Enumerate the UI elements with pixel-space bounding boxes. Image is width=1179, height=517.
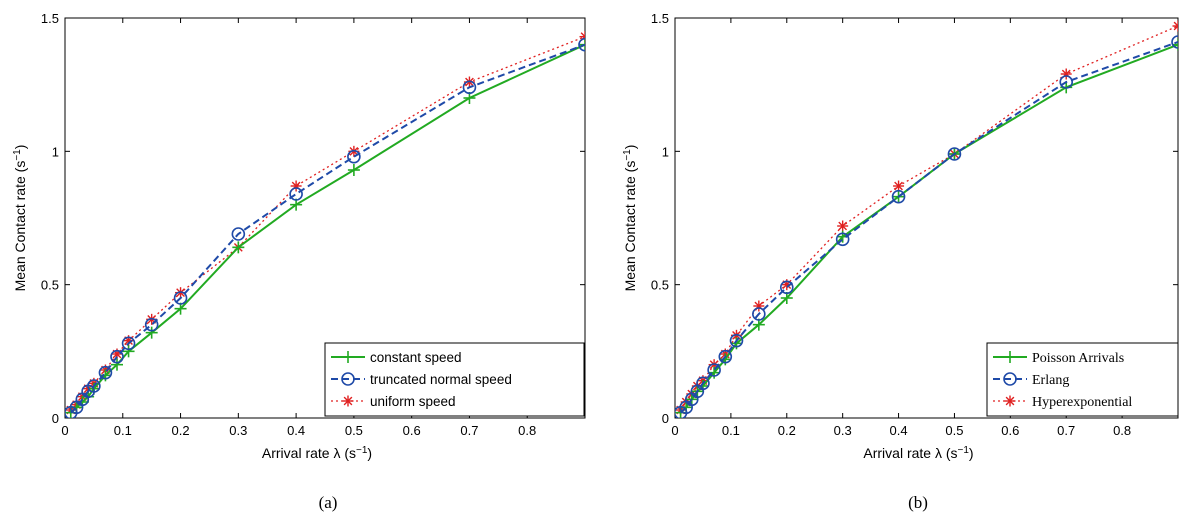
data-point: [729, 333, 744, 348]
legend: Poisson Arrivals Erlang Hyperexponential: [986, 342, 1179, 417]
data-point: [231, 227, 246, 241]
data-point: [578, 37, 585, 52]
data-point: [121, 336, 136, 351]
legend-marker: [1003, 372, 1017, 386]
data-point: [98, 365, 113, 380]
legend-entry: truncated normal speed: [331, 372, 512, 387]
legend-entry: Erlang: [993, 372, 1069, 388]
data-point: [779, 280, 794, 295]
x-axis-label: Arrival rate λ (s−1): [262, 445, 372, 462]
legend-label: uniform speed: [370, 394, 456, 409]
y-axis-label-close: ): [12, 145, 28, 150]
x-tick-label: 0.1: [114, 423, 132, 438]
legend-entry: constant speed: [331, 350, 462, 365]
data-point: [891, 189, 906, 204]
y-tick-label: 0.5: [41, 278, 59, 293]
series-truncated-normal-speed: [65, 37, 585, 418]
data-point: [718, 349, 733, 364]
data-point: [1171, 35, 1178, 49]
y-axis-label-text: Mean Contact rate (s: [12, 161, 28, 292]
x-axis-label-text: Arrival rate λ (s: [863, 445, 957, 461]
legend-marker-arm: [1005, 396, 1015, 406]
x-tick-label: 0.5: [945, 423, 963, 438]
legend-marker-arm: [343, 396, 353, 406]
legend-label: Poisson Arrivals: [1032, 351, 1124, 366]
y-tick-label: 1.5: [41, 11, 59, 26]
legend-marker: [341, 372, 355, 386]
x-axis-label: Arrival rate λ (s−1): [863, 445, 973, 462]
x-tick-label: 0.5: [345, 423, 363, 438]
panel-caption: (a): [319, 493, 338, 512]
legend-entry: Poisson Arrivals: [993, 351, 1124, 366]
y-axis-label: Mean Contact rate (s−1): [622, 145, 639, 292]
data-point: [835, 232, 850, 247]
y-tick-label: 0: [52, 411, 59, 426]
x-tick-label: 0.2: [172, 423, 190, 438]
x-tick-label: 0: [671, 423, 678, 438]
y-axis-label-close: ): [622, 145, 638, 150]
data-point: [462, 80, 477, 95]
x-tick-label: 0.6: [1001, 423, 1019, 438]
legend-label: constant speed: [370, 350, 462, 365]
x-axis-label-superscript: −1: [958, 445, 970, 456]
series-erlang: [675, 35, 1178, 418]
x-tick-label: 0.4: [287, 423, 305, 438]
data-point: [947, 147, 962, 161]
data-point-arm: [580, 32, 585, 38]
x-axis-label-superscript: −1: [356, 445, 368, 456]
data-point-arm: [894, 181, 903, 191]
panel-caption: (b): [908, 493, 928, 512]
x-tick-label: 0.4: [890, 423, 908, 438]
y-tick-label: 1.5: [651, 11, 669, 26]
legend-entry: Hyperexponential: [993, 395, 1132, 410]
data-point: [696, 376, 710, 391]
y-tick-label: 1: [52, 144, 59, 159]
data-point: [707, 363, 721, 377]
x-tick-label: 0.3: [834, 423, 852, 438]
x-tick-label: 0.3: [229, 423, 247, 438]
x-tick-label: 0.8: [518, 423, 536, 438]
y-axis-label-superscript: −1: [622, 149, 633, 161]
x-tick-label: 0.7: [460, 423, 478, 438]
legend: constant speed truncated normal speed unif…: [324, 342, 585, 417]
x-tick-label: 0.2: [778, 423, 796, 438]
chart-panel-a: 0 0.1 0.2 0.3 0.4 0.5 0.6 0.7 0.8 0 0.5 1 1.5 Arrival…: [12, 11, 586, 512]
data-point: [144, 317, 159, 332]
data-point-arm: [838, 221, 848, 231]
x-tick-label: 0.7: [1057, 423, 1075, 438]
legend-box: [324, 342, 585, 417]
data-point: [87, 379, 101, 393]
y-tick-label: 0.5: [651, 278, 669, 293]
x-tick-label: 0: [61, 423, 68, 438]
data-point-arm: [1173, 21, 1178, 27]
x-axis-label-close: ): [367, 445, 372, 461]
data-point-arm: [1173, 25, 1178, 31]
y-axis-label-text: Mean Contact rate (s: [622, 161, 638, 292]
x-axis-label-text: Arrival rate λ (s: [262, 445, 356, 461]
y-axis-label: Mean Contact rate (s−1): [12, 145, 29, 292]
x-tick-label: 0.8: [1113, 423, 1131, 438]
data-point: [289, 187, 303, 201]
data-point: [173, 291, 188, 305]
x-tick-label: 0.6: [403, 423, 421, 438]
legend-label: Hyperexponential: [1032, 395, 1132, 410]
x-tick-label: 0.1: [722, 423, 740, 438]
y-tick-label: 1: [662, 144, 669, 159]
data-point: [347, 149, 361, 164]
y-tick-label: 0: [662, 411, 669, 426]
chart-panel-b: 0 0.1 0.2 0.3 0.4 0.5 0.6 0.7 0.8 0 0.5 1 1.5 Arrival…: [622, 11, 1179, 512]
data-point: [110, 349, 124, 364]
legend-label: Erlang: [1032, 373, 1069, 388]
data-point: [1059, 75, 1074, 89]
legend-label: truncated normal speed: [370, 372, 512, 387]
y-axis-label-superscript: −1: [12, 149, 23, 161]
x-axis-label-close: ): [969, 445, 974, 461]
data-point: [752, 307, 766, 321]
series-line: [679, 41, 1178, 414]
series-line: [70, 43, 585, 414]
legend-entry: uniform speed: [331, 394, 456, 409]
